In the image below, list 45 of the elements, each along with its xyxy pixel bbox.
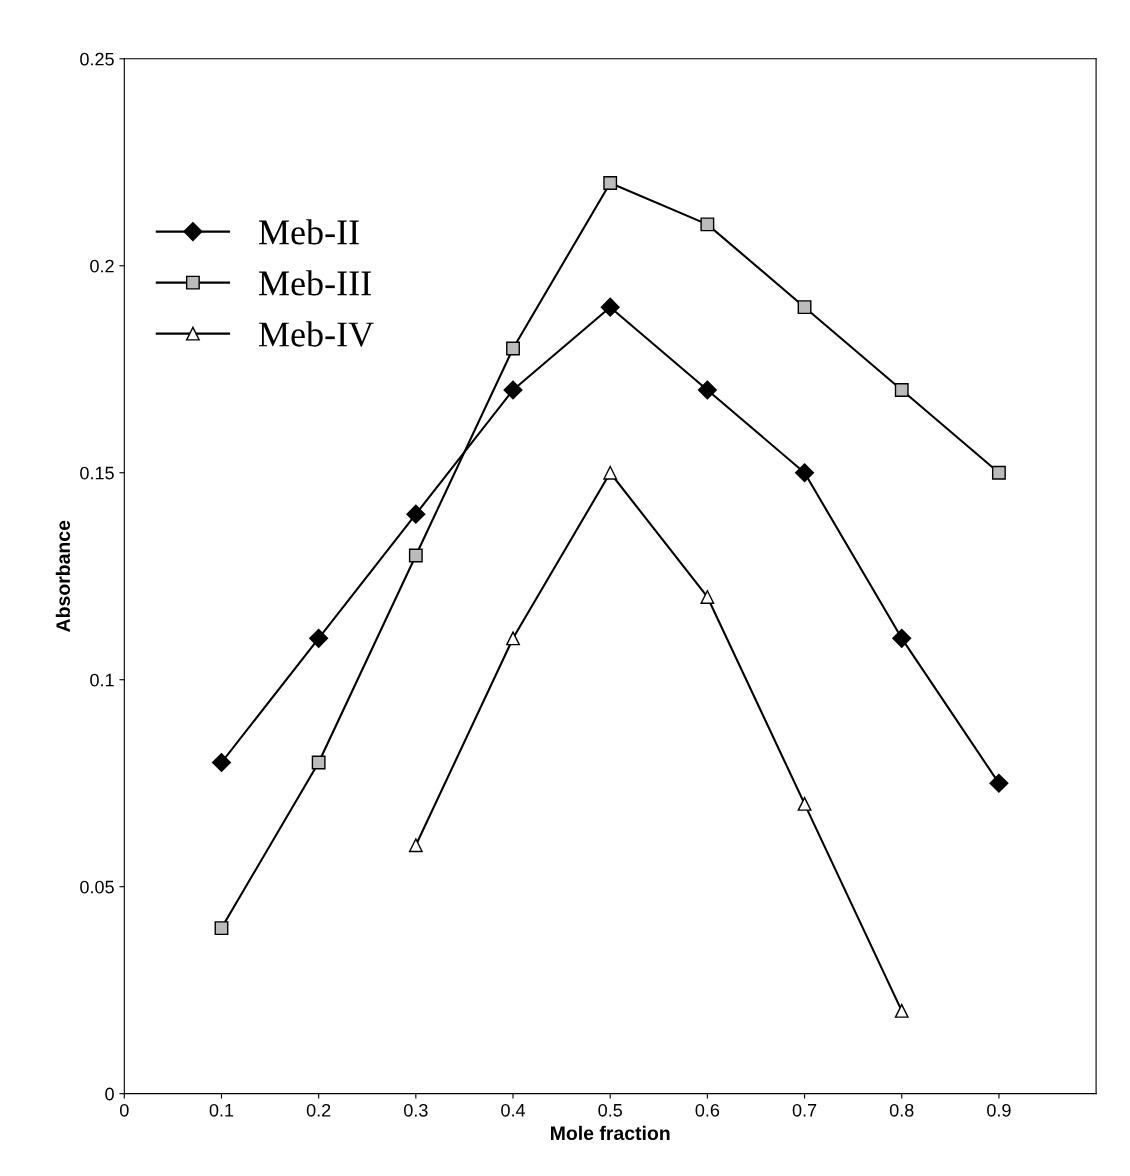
x-tick-label: 0.4 (501, 1103, 526, 1117)
point (894, 1003, 909, 1018)
point (892, 628, 912, 648)
x-tick-label: 0.7 (792, 1103, 817, 1117)
y-tick-label: 0.1 (90, 673, 114, 687)
point (700, 589, 715, 604)
legend-label: Meb-III (258, 270, 371, 296)
point (697, 380, 717, 400)
y-tick-label: 0.15 (80, 466, 114, 480)
y-tick-label: 0.05 (80, 880, 114, 894)
x-tick-label: 0.8 (889, 1103, 914, 1117)
point (797, 796, 812, 811)
x-tick-label: 0.9 (987, 1103, 1011, 1117)
y-tick-label: 0.25 (80, 52, 114, 66)
point (503, 380, 523, 400)
point (406, 504, 426, 524)
x-axis-title: Mole fraction (551, 1125, 670, 1141)
x-tick-label: 0.5 (598, 1103, 622, 1117)
point (506, 341, 520, 356)
point (211, 752, 232, 773)
x-tick-label: 0 (119, 1103, 129, 1117)
y-axis-title: Absorbance (55, 520, 71, 632)
point (700, 217, 715, 232)
x-tick-label: 0.1 (209, 1103, 234, 1117)
point (894, 383, 909, 397)
point (311, 755, 326, 770)
point (309, 628, 329, 648)
point (991, 465, 1006, 480)
point (214, 921, 229, 936)
point (506, 631, 520, 646)
point (408, 548, 423, 563)
point (408, 838, 423, 853)
point (600, 297, 620, 317)
point (989, 773, 1009, 793)
x-tick-label: 0.6 (695, 1103, 720, 1117)
legend-label: Meb-IV (258, 321, 374, 347)
x-tick-label: 0.2 (306, 1103, 331, 1117)
y-tick-label: 0.2 (90, 259, 114, 273)
point (797, 300, 812, 315)
x-tick-label: 0.3 (404, 1103, 428, 1117)
y-tick-label: 0 (105, 1087, 114, 1101)
point (795, 463, 815, 483)
point (603, 465, 618, 480)
legend-label: Meb-II (258, 219, 359, 245)
point (603, 176, 618, 190)
